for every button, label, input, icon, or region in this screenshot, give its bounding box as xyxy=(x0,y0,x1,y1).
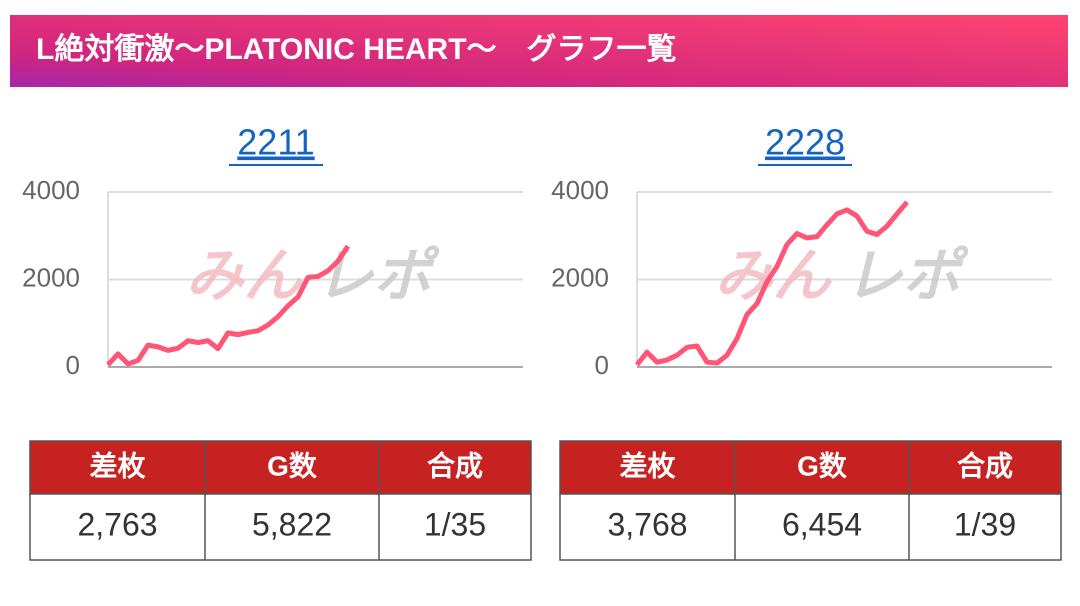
table-header-cell: 合成 xyxy=(957,449,1013,481)
y-tick-label: 2000 xyxy=(22,262,80,292)
y-tick-label: 0 xyxy=(66,350,80,380)
table-header-cell: 差枚 xyxy=(89,449,145,481)
watermark: レポ xyxy=(845,243,970,308)
table-header-cell: 差枚 xyxy=(619,449,675,481)
table-cell: 2,763 xyxy=(77,506,157,542)
watermark: みん xyxy=(186,243,304,308)
y-tick-label: 4000 xyxy=(22,175,80,205)
table-cell: 1/39 xyxy=(954,506,1016,542)
table-cell: 1/35 xyxy=(424,506,486,542)
data-line xyxy=(635,200,909,367)
table-header-cell: 合成 xyxy=(427,449,483,481)
watermark: レポ xyxy=(316,243,441,308)
table-header-bg xyxy=(559,440,1062,495)
header-bar xyxy=(10,15,1068,87)
header-title: L絶対衝激〜PLATONIC HEART〜 グラフ一覧 xyxy=(36,32,677,66)
y-tick-label: 4000 xyxy=(551,175,609,205)
chart-title-link[interactable]: 2228 xyxy=(765,122,845,163)
table-body-bg xyxy=(29,493,532,561)
table-body-bg xyxy=(559,493,1062,561)
y-tick-label: 2000 xyxy=(551,262,609,292)
table-cell: 6,454 xyxy=(782,506,862,542)
y-tick-label: 0 xyxy=(595,350,609,380)
table-header-cell: G数 xyxy=(797,450,848,481)
table-cell: 5,822 xyxy=(252,506,332,542)
data-line xyxy=(106,244,351,367)
table-header-cell: G数 xyxy=(267,450,318,481)
table-cell: 3,768 xyxy=(607,506,687,542)
table-header-bg xyxy=(29,440,532,495)
chart-title-link[interactable]: 2211 xyxy=(237,122,314,163)
